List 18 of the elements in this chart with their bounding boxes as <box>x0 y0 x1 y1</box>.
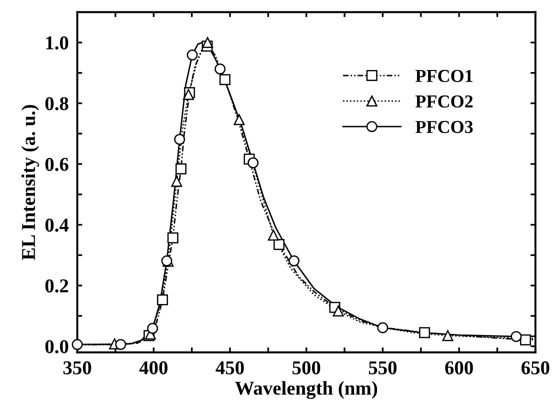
legend-label: PFCO1 <box>416 70 472 82</box>
legend-label: PFCO3 <box>416 120 473 134</box>
y-tick-label: 0.0 <box>45 340 68 354</box>
x-tick-label: 400 <box>139 361 168 374</box>
x-tick-label: 550 <box>368 361 397 374</box>
y-tick-label: 0.2 <box>45 279 68 293</box>
legend-label: PFCO2 <box>416 95 473 108</box>
x-tick-label: 450 <box>216 361 244 374</box>
y-tick-label: 1.0 <box>46 36 68 50</box>
x-axis-title: Wavelength (nm) <box>235 381 378 399</box>
x-tick-label: 500 <box>292 361 320 374</box>
x-tick-label: 650 <box>522 361 550 374</box>
y-tick-label: 0.8 <box>45 97 68 110</box>
y-tick-label: 0.4 <box>45 218 69 232</box>
y-axis-title: EL Intensity (a. u.) <box>21 105 40 260</box>
x-tick-label: 350 <box>63 361 92 374</box>
y-tick-label: 0.6 <box>45 158 68 172</box>
x-tick-label: 600 <box>445 361 473 374</box>
